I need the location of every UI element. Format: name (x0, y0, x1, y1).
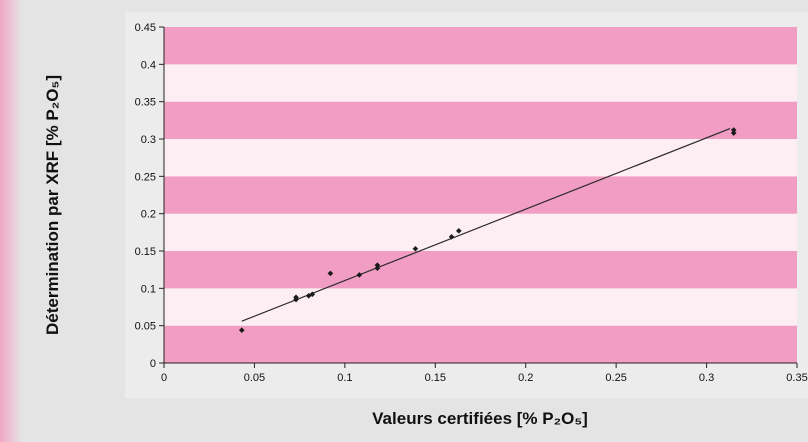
y-tick-label: 0.2 (141, 209, 156, 221)
x-tick-label: 0 (161, 372, 167, 384)
data-point (374, 262, 381, 268)
data-point (293, 294, 299, 301)
x-tick-label: 0.3 (699, 372, 714, 384)
y-tick-label: 0.05 (135, 321, 156, 333)
data-point (327, 270, 334, 277)
x-axis-title: Valeurs certifiées [% P₂O₅] (372, 409, 588, 428)
y-tick-label: 0.35 (135, 97, 156, 109)
x-tick-label: 0.15 (425, 372, 446, 384)
background-band (164, 27, 797, 65)
y-tick-label: 0 (150, 358, 156, 370)
x-tick-label: 0.2 (518, 372, 533, 384)
data-point (374, 265, 381, 271)
y-tick-label: 0.4 (141, 59, 156, 71)
data-point (356, 272, 363, 278)
left-pink-edge (0, 0, 22, 442)
data-point (309, 291, 316, 298)
x-tick-label: 0.35 (786, 372, 807, 384)
background-bands (164, 27, 797, 363)
background-band (164, 139, 797, 177)
data-point (455, 228, 462, 234)
background-band (164, 251, 797, 289)
background-band (164, 101, 797, 139)
y-tick-label: 0.25 (135, 171, 156, 183)
data-point (730, 127, 737, 133)
x-tick-label: 0.25 (605, 372, 626, 384)
axes: 0 0.05 0.1 0.15 0.2 0.25 0.3 0.35 0.4 0.45 0 0.05 0.… (135, 22, 808, 384)
data-points (238, 127, 737, 333)
data-point (412, 245, 419, 252)
y-axis-title: Détermination par XRF [% P₂O₅] (43, 75, 62, 335)
y-tick-label: 0.15 (135, 246, 156, 258)
background-band (164, 213, 797, 251)
x-tick-label: 0.05 (244, 372, 265, 384)
background-band (164, 176, 797, 214)
x-tick-label: 0.1 (337, 372, 352, 384)
background-band (164, 288, 797, 326)
y-tick-label: 0.3 (141, 134, 156, 146)
data-point (305, 293, 312, 299)
background-band (164, 64, 797, 102)
data-point (238, 327, 245, 333)
background-band (164, 325, 797, 363)
data-point (448, 234, 455, 240)
trendline-group (241, 127, 731, 322)
y-tick-label: 0.45 (135, 22, 156, 34)
y-tick-label: 0.1 (141, 283, 156, 295)
data-point (730, 130, 737, 136)
trendline (241, 127, 731, 322)
